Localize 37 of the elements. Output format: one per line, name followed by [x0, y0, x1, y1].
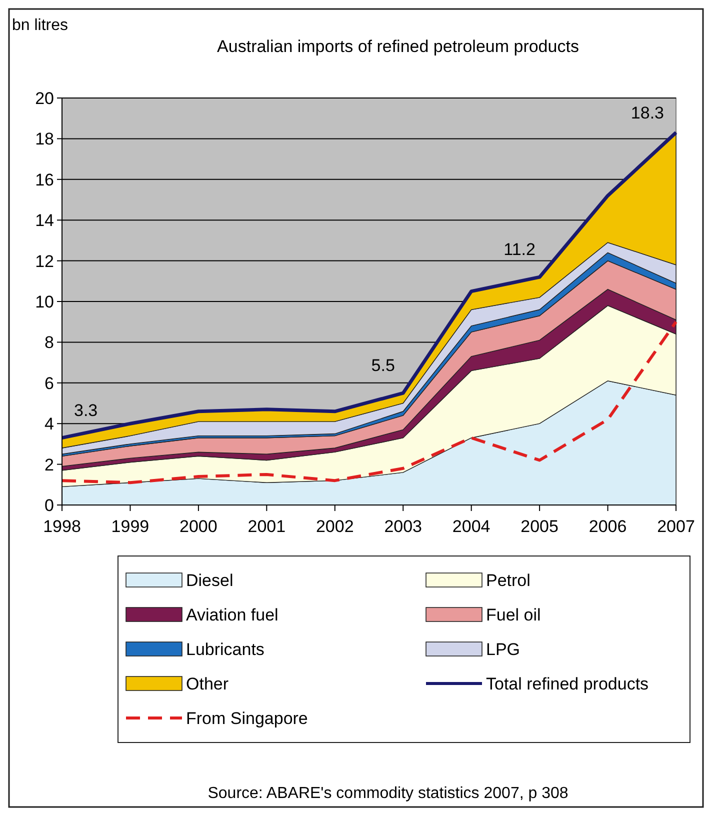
annotation: 3.3 [74, 400, 98, 420]
legend-label: Lubricants [186, 640, 264, 659]
chart-title: Australian imports of refined petroleum products [217, 37, 579, 56]
legend-label: Aviation fuel [186, 606, 278, 624]
y-tick-label: 12 [35, 252, 54, 271]
annotation: 18.3 [630, 104, 664, 123]
y-tick-label: 6 [44, 374, 54, 393]
x-tick-label: 2000 [180, 517, 218, 536]
x-tick-label: 2002 [316, 517, 354, 536]
legend-label: Diesel [186, 571, 234, 590]
x-tick-label: 2007 [657, 517, 695, 536]
y-tick-label: 0 [44, 496, 54, 515]
x-tick-label: 1999 [111, 517, 150, 536]
legend-label: Other [186, 674, 229, 694]
y-axis-title: bn litres [12, 17, 68, 34]
y-tick-label: 14 [35, 211, 54, 230]
legend-label: Petrol [486, 571, 530, 590]
legend-label: Fuel oil [486, 606, 541, 624]
legend-label: Total refined products [486, 674, 649, 694]
y-tick-label: 8 [44, 333, 54, 352]
source-note: Source: ABARE's commodity statistics 2007, p 308 [208, 785, 568, 802]
y-tick-label: 4 [44, 414, 54, 434]
x-tick-label: 2004 [452, 517, 490, 536]
y-tick-label: 16 [35, 170, 54, 190]
y-tick-label: 2 [44, 455, 54, 474]
x-tick-label: 1998 [43, 517, 81, 536]
legend-label: LPG [486, 640, 520, 659]
x-tick-label: 2003 [384, 517, 422, 536]
legend-label: From Singapore [186, 709, 308, 728]
y-tick-label: 10 [35, 292, 54, 312]
y-tick-label: 18 [35, 130, 54, 149]
x-tick-label: 2005 [520, 517, 558, 536]
annotation: 11.2 [504, 240, 536, 260]
y-tick-label: 20 [35, 89, 54, 108]
annotation: 5.5 [371, 356, 395, 376]
x-tick-label: 2001 [248, 517, 286, 536]
x-tick-label: 2006 [588, 517, 627, 536]
